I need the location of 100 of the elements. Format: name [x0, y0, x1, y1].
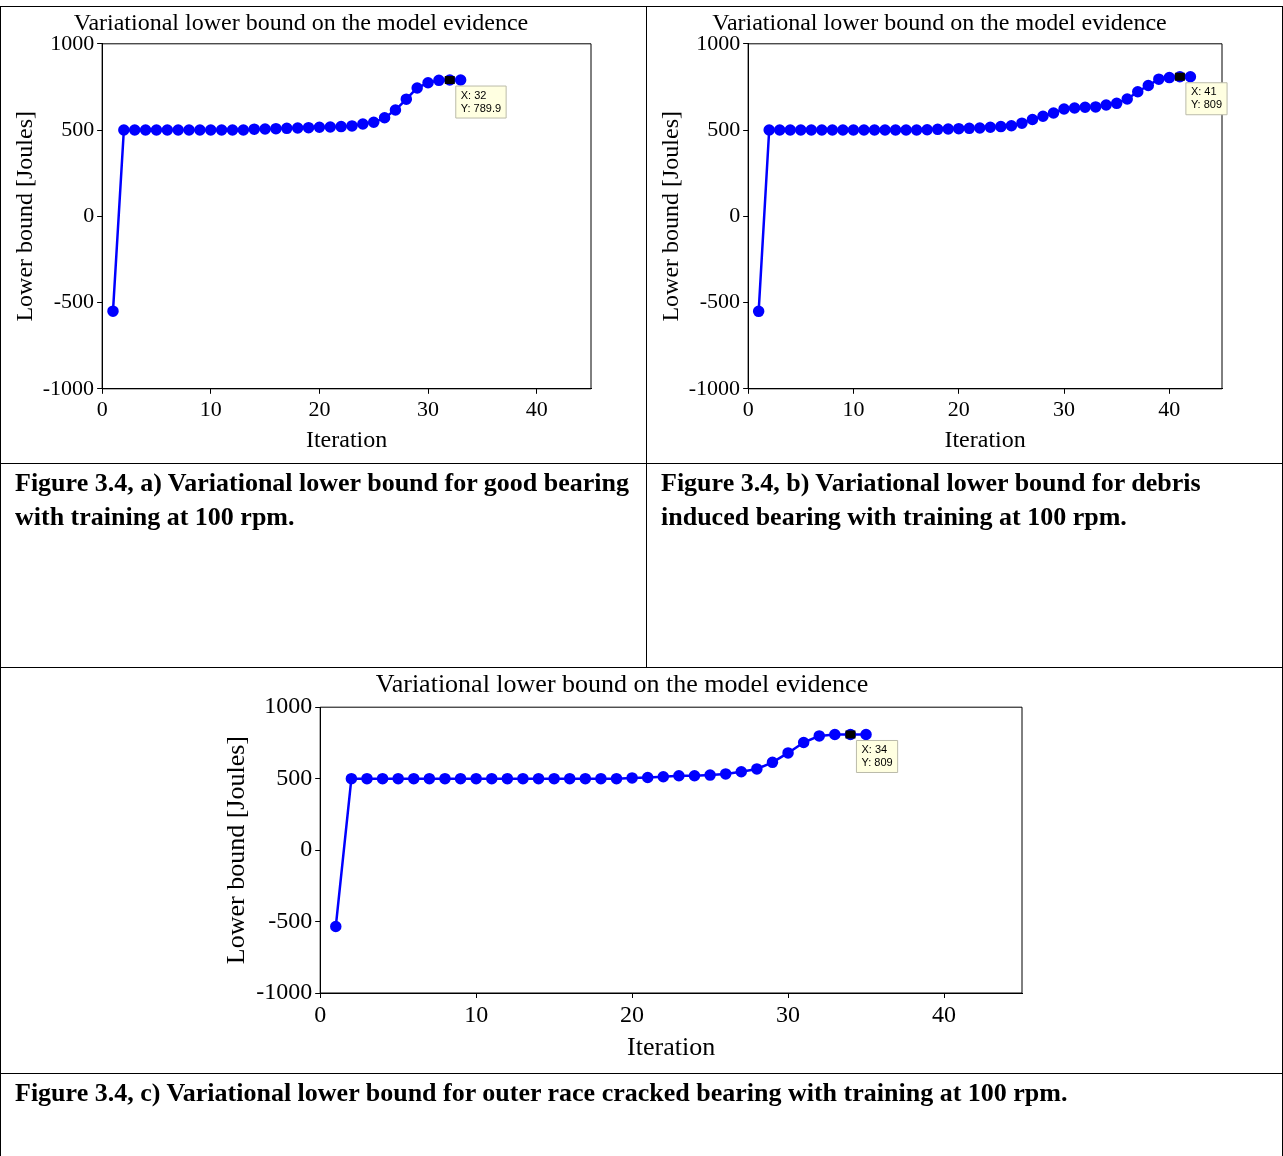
- y-tick-label: -500: [53, 288, 95, 314]
- point: [1079, 101, 1091, 114]
- y-tick-label: -1000: [255, 978, 312, 1005]
- x-tick-label: 10: [199, 395, 222, 421]
- point: [469, 772, 482, 785]
- point: [868, 124, 881, 136]
- point: [107, 305, 119, 317]
- point: [781, 747, 794, 759]
- x-tick-label: 10: [463, 1000, 488, 1027]
- point: [516, 772, 529, 785]
- point: [672, 770, 685, 782]
- point: [438, 772, 451, 785]
- point: [391, 772, 404, 785]
- point: [454, 772, 466, 785]
- x-tick-label: 30: [775, 1000, 800, 1027]
- point: [563, 772, 575, 785]
- point: [172, 124, 184, 136]
- point: [1100, 99, 1112, 111]
- y-tick-label: 0: [83, 202, 95, 228]
- x-tick-label: 20: [947, 395, 970, 421]
- point: [547, 772, 560, 785]
- x-tick-label: 40: [931, 1000, 956, 1027]
- y-tick-label: -500: [267, 906, 312, 933]
- y-tick-label: -500: [699, 288, 741, 314]
- x-tick-label: 40: [525, 395, 548, 421]
- point: [139, 124, 152, 136]
- point: [879, 124, 891, 136]
- point: [1121, 93, 1133, 105]
- point: [400, 93, 413, 105]
- point: [270, 122, 282, 135]
- point: [910, 124, 923, 136]
- point: [324, 121, 337, 133]
- point: [150, 124, 163, 136]
- point: [367, 116, 380, 129]
- point: [357, 118, 369, 130]
- point: [579, 772, 591, 785]
- x-tick-label: 30: [1053, 395, 1076, 421]
- point: [345, 772, 357, 785]
- point: [826, 124, 839, 136]
- point: [454, 74, 467, 86]
- point: [813, 730, 825, 742]
- point: [1184, 71, 1197, 83]
- point: [1047, 107, 1060, 119]
- x-axis-title: Iteration: [305, 425, 388, 452]
- x-tick-label: 30: [417, 395, 440, 421]
- point: [921, 123, 933, 136]
- point: [376, 772, 388, 785]
- point: [1005, 119, 1018, 132]
- point: [281, 122, 293, 135]
- point: [594, 772, 607, 785]
- x-tick-label: 40: [1158, 395, 1181, 421]
- point: [302, 121, 315, 134]
- point: [942, 123, 954, 135]
- point: [422, 77, 434, 89]
- x-tick-label: 20: [619, 1000, 644, 1027]
- y-axis-title: Lower bound [Joules]: [10, 110, 37, 322]
- point: [752, 305, 765, 318]
- y-tick-label: 0: [299, 835, 312, 862]
- y-axis-title: Lower bound [Joules]: [656, 110, 683, 322]
- point: [750, 763, 763, 775]
- point: [816, 124, 828, 136]
- point: [688, 770, 700, 782]
- point: [1110, 97, 1123, 110]
- point: [1068, 102, 1081, 114]
- point: [389, 104, 402, 116]
- point: [773, 124, 786, 136]
- point: [610, 772, 622, 785]
- point: [161, 124, 174, 136]
- chart-title: Variational lower bound on the model evidence: [375, 669, 868, 699]
- x-axis-title: Iteration: [626, 1032, 715, 1062]
- y-tick-label: 1000: [263, 692, 312, 719]
- point: [183, 124, 195, 136]
- point: [858, 124, 870, 136]
- point: [828, 728, 841, 741]
- point: [215, 124, 228, 136]
- annotation: X: 41 Y: 809: [1190, 85, 1223, 111]
- point: [889, 124, 902, 136]
- point: [118, 124, 130, 136]
- point: [1163, 71, 1176, 84]
- y-tick-label: 500: [61, 115, 95, 141]
- point: [952, 122, 965, 135]
- point: [805, 124, 818, 136]
- point: [237, 124, 250, 136]
- point: [1132, 86, 1144, 98]
- point: [784, 124, 796, 136]
- point: [1058, 103, 1070, 115]
- point: [423, 772, 435, 785]
- point: [797, 736, 809, 749]
- point: [313, 121, 326, 134]
- point: [763, 124, 775, 136]
- point: [433, 74, 445, 87]
- point: [346, 120, 358, 132]
- x-tick-label: 20: [308, 395, 331, 421]
- point: [1142, 79, 1155, 92]
- point: [205, 124, 217, 136]
- point: [1016, 117, 1028, 129]
- caption: Figure 3.4, a) Variational lower bound for good bearing with training at 100 rpm.: [0, 463, 647, 668]
- annotation: X: 32 Y: 789.9: [460, 88, 502, 114]
- point: [360, 772, 373, 785]
- y-tick-label: 500: [275, 763, 312, 790]
